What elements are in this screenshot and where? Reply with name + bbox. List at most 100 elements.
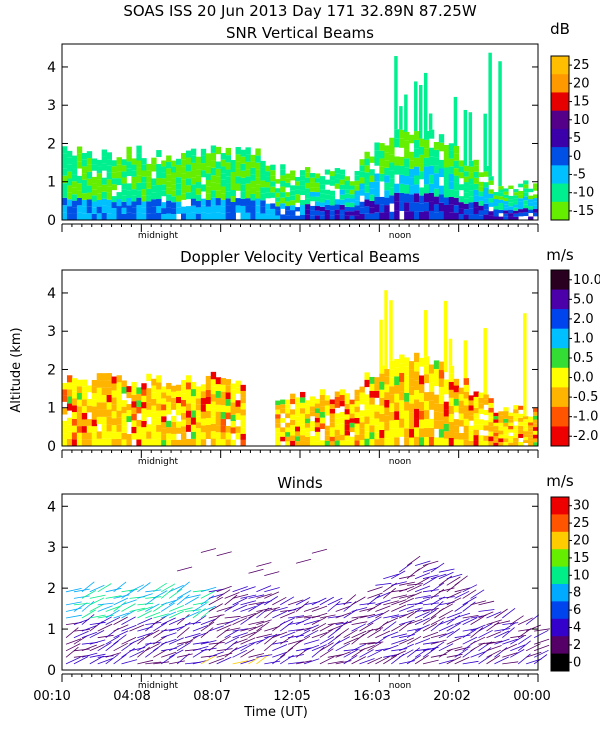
heatmap-cell — [339, 204, 346, 210]
heatmap-cell — [295, 402, 301, 408]
heatmap-cell — [379, 405, 385, 414]
heatmap-cell — [156, 410, 162, 418]
heatmap-cell — [185, 150, 192, 158]
colorbar-swatch — [551, 201, 569, 221]
heatmap-cell — [240, 439, 246, 446]
wind-barb — [145, 661, 162, 665]
wind-barb — [367, 592, 383, 599]
heatmap-cell — [210, 160, 217, 168]
heatmap-cell — [448, 373, 455, 382]
wind-barb — [533, 649, 549, 658]
wind-barb — [240, 586, 256, 593]
wind-barb — [272, 610, 287, 619]
heatmap-cell — [245, 205, 251, 213]
heatmap-cell — [468, 184, 474, 191]
heatmap-cell — [300, 413, 306, 419]
heatmap-cell — [483, 198, 489, 204]
heatmap-cell — [200, 205, 207, 213]
wind-barb — [200, 621, 215, 632]
wind-barb — [478, 623, 493, 632]
heatmap-cell — [428, 364, 435, 374]
heatmap-cell — [295, 189, 301, 195]
wind-barb — [422, 595, 439, 599]
heatmap-cell — [389, 195, 395, 204]
wind-barb — [454, 575, 468, 586]
heatmap-cell — [518, 212, 524, 217]
heatmap-cell — [339, 169, 346, 175]
heatmap-cell — [404, 94, 408, 132]
heatmap-cell — [518, 441, 524, 446]
heatmap-cell — [438, 202, 445, 212]
wind-barb — [232, 638, 248, 645]
wind-barb — [65, 646, 79, 658]
heatmap-cell — [523, 440, 529, 444]
wind-barb — [184, 609, 201, 612]
heatmap-cell — [111, 418, 117, 426]
heatmap-cell — [389, 403, 395, 412]
heatmap-cell — [488, 441, 494, 446]
heatmap-cell — [220, 213, 227, 220]
wind-barb — [502, 627, 515, 639]
x-tick-label: 08:07 — [193, 689, 230, 704]
heatmap-cell — [96, 395, 103, 403]
wind-barb — [65, 601, 82, 606]
heatmap-cell — [225, 212, 231, 220]
wind-barb — [129, 637, 145, 645]
heatmap-cell — [280, 197, 286, 204]
heatmap-cell — [399, 363, 405, 373]
heatmap-cell — [195, 213, 202, 220]
y-tick-label: 2 — [47, 581, 56, 597]
heatmap-cell — [354, 180, 360, 186]
heatmap-cell — [528, 440, 534, 444]
heatmap-cell — [141, 420, 147, 428]
heatmap-cell — [290, 414, 296, 420]
heatmap-cell — [250, 174, 256, 181]
wind-barb — [462, 615, 479, 619]
heatmap-cell — [106, 179, 112, 187]
wind-barb — [415, 648, 431, 652]
heatmap-cell — [171, 202, 177, 209]
heatmap-cell — [314, 192, 321, 197]
heatmap-cell — [300, 215, 306, 220]
heatmap-cell — [76, 432, 83, 440]
heatmap-cell — [483, 171, 489, 177]
heatmap-cell — [369, 397, 375, 405]
heatmap-cell — [225, 392, 231, 400]
heatmap-cell — [106, 213, 112, 220]
heatmap-cell — [349, 181, 355, 186]
heatmap-cell — [493, 429, 499, 433]
heatmap-cell — [66, 403, 73, 411]
heatmap-cell — [309, 191, 316, 197]
heatmap-cell — [468, 172, 474, 179]
heatmap-cell — [453, 175, 460, 183]
heatmap-cell — [433, 212, 440, 220]
wind-barb — [438, 618, 454, 625]
heatmap-cell — [106, 186, 112, 193]
heatmap-cell — [225, 191, 231, 199]
wind-barb — [184, 596, 200, 606]
heatmap-cell — [493, 192, 499, 196]
wind-barb — [415, 595, 431, 599]
colorbar-label: 20 — [573, 534, 590, 549]
heatmap-cell — [181, 206, 187, 214]
colorbar-swatch — [551, 74, 569, 93]
heatmap-cell — [334, 173, 341, 179]
wind-barb — [462, 636, 478, 645]
heatmap-cell — [508, 412, 514, 416]
heatmap-cell — [304, 414, 311, 419]
wind-barb — [430, 600, 444, 612]
heatmap-cell — [136, 432, 142, 440]
heatmap-cell — [458, 387, 465, 395]
heatmap-cell — [508, 202, 514, 207]
heatmap-cell — [185, 213, 192, 220]
heatmap-cell — [195, 194, 202, 202]
heatmap-cell — [300, 429, 306, 436]
heatmap-cell — [245, 169, 251, 177]
wind-barb — [113, 601, 127, 612]
wind-barb — [145, 643, 160, 652]
wind-barb — [502, 643, 518, 652]
heatmap-cell — [488, 193, 494, 199]
wind-barb — [359, 622, 374, 632]
heatmap-cell — [448, 158, 455, 167]
heatmap-cell — [126, 161, 132, 169]
